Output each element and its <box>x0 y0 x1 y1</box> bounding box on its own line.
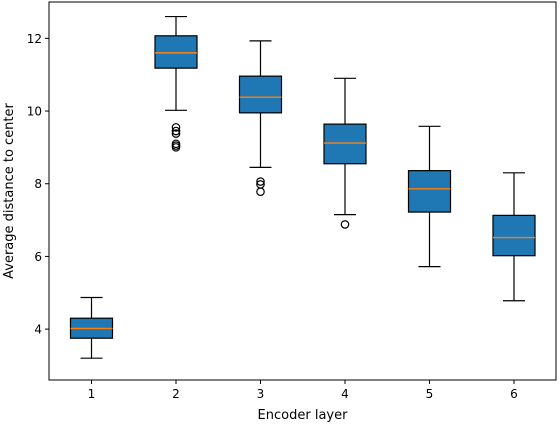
y-tick-label: 12 <box>27 32 42 46</box>
y-tick-label: 4 <box>34 323 42 337</box>
iqr-box <box>238 75 283 114</box>
axes-frame <box>48 1 557 381</box>
box-group-5 <box>407 125 452 268</box>
x-tick-label: 4 <box>341 387 349 401</box>
iqr-box <box>492 214 536 257</box>
x-tick-label: 3 <box>257 387 265 401</box>
y-axis: 4 6 8 10 12 <box>27 32 49 337</box>
plot-area <box>69 15 536 359</box>
outlier-point <box>171 143 181 152</box>
box-group-2 <box>154 15 198 152</box>
y-tick-label: 6 <box>34 250 42 264</box>
iqr-box <box>154 35 198 69</box>
box-group-4 <box>323 77 367 229</box>
box-group-6 <box>492 172 536 302</box>
outlier-point <box>256 187 265 197</box>
x-tick-label: 1 <box>88 387 96 401</box>
y-tick-label: 10 <box>27 105 42 119</box>
outlier-point <box>171 126 181 136</box>
outlier-point <box>171 129 181 138</box>
iqr-box <box>407 170 452 213</box>
x-tick-label: 6 <box>510 387 518 401</box>
y-axis-label: Average distance to center <box>2 102 17 278</box>
iqr-box <box>323 123 367 165</box>
y-tick-label: 8 <box>34 177 42 191</box>
outlier-point <box>256 177 265 186</box>
outlier-point <box>340 220 350 229</box>
x-tick-label: 5 <box>426 387 434 401</box>
x-tick-label: 2 <box>172 387 180 401</box>
outlier-point <box>171 123 181 132</box>
box-group-1 <box>69 296 114 359</box>
x-axis-label: Encoder layer <box>258 408 349 423</box>
x-axis: 1 2 3 4 5 6 <box>88 380 518 401</box>
box-group-3 <box>238 40 283 197</box>
